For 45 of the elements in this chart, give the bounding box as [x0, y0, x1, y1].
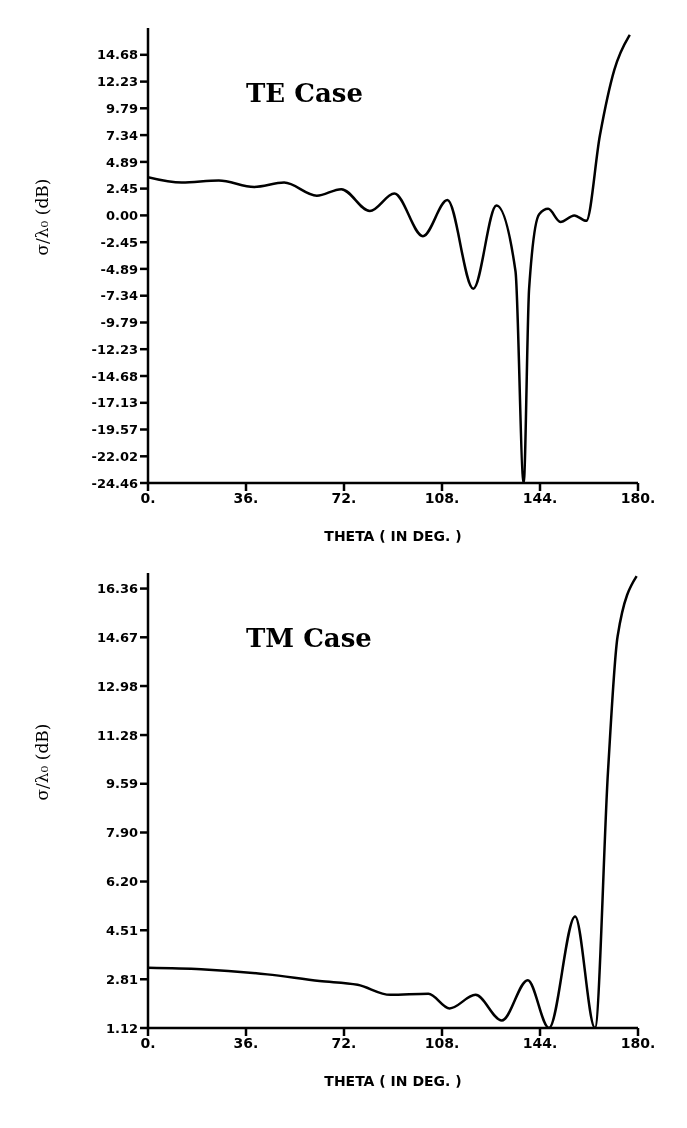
y-tick-label: -17.13 [91, 395, 138, 411]
y-tick-label: 4.89 [105, 154, 138, 170]
y-tick-label: 0.00 [105, 208, 138, 224]
y-tick-label: 2.81 [105, 971, 138, 987]
y-tick-label: 12.23 [96, 74, 138, 90]
x-axis-title: THETA ( IN DEG. ) [324, 528, 462, 544]
y-tick-label: -2.45 [100, 234, 138, 250]
y-axis-title: σ/λ₀ (dB) [32, 178, 53, 256]
x-tick-label: 144. [522, 489, 558, 506]
y-tick-label: 6.20 [105, 874, 138, 890]
x-tick-label: 36. [233, 489, 259, 506]
x-tick-label: 0. [140, 489, 156, 506]
y-tick-label: 2.45 [105, 181, 138, 197]
y-tick-label: 9.59 [105, 776, 138, 792]
text: TM Case [246, 623, 372, 653]
text: TE Case [246, 78, 363, 108]
y-tick-label: -12.23 [91, 341, 138, 357]
y-tick-label: 7.34 [105, 127, 138, 143]
y-tick-label: 1.12 [105, 1020, 138, 1036]
y-tick-label: 12.98 [96, 678, 138, 694]
y-tick-label: 16.36 [96, 581, 138, 597]
y-tick-label: 9.79 [105, 100, 138, 116]
y-tick-label: 7.90 [105, 825, 138, 841]
y-tick-label: 11.28 [96, 727, 138, 743]
x-axis-title: THETA ( IN DEG. ) [324, 1073, 462, 1089]
x-tick-label: 72. [331, 1034, 357, 1051]
y-tick-label: -24.46 [91, 475, 138, 491]
y-tick-label: -14.68 [91, 368, 138, 384]
x-tick-label: 144. [522, 1034, 558, 1051]
y-tick-label: -22.02 [91, 448, 138, 464]
y-tick-label: -19.57 [91, 422, 138, 438]
x-tick-label: 108. [424, 489, 460, 506]
y-tick-label: 14.67 [96, 629, 138, 645]
y-tick-label: -9.79 [100, 315, 138, 331]
y-axis-title: σ/λ₀ (dB) [32, 723, 53, 801]
y-tick-label: 14.68 [96, 47, 138, 63]
x-tick-label: 180. [620, 1034, 656, 1051]
x-tick-label: 36. [233, 1034, 259, 1051]
x-tick-label: 180. [620, 489, 656, 506]
x-tick-label: 108. [424, 1034, 460, 1051]
y-tick-label: -4.89 [100, 261, 138, 277]
y-tick-label: 4.51 [105, 922, 138, 938]
x-tick-label: 0. [140, 1034, 156, 1051]
x-tick-label: 72. [331, 489, 357, 506]
y-tick-label: -7.34 [100, 288, 138, 304]
